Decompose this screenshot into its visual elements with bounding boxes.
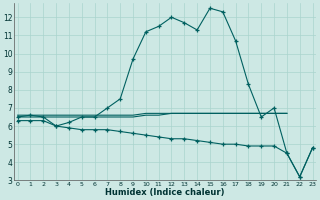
X-axis label: Humidex (Indice chaleur): Humidex (Indice chaleur): [105, 188, 225, 197]
